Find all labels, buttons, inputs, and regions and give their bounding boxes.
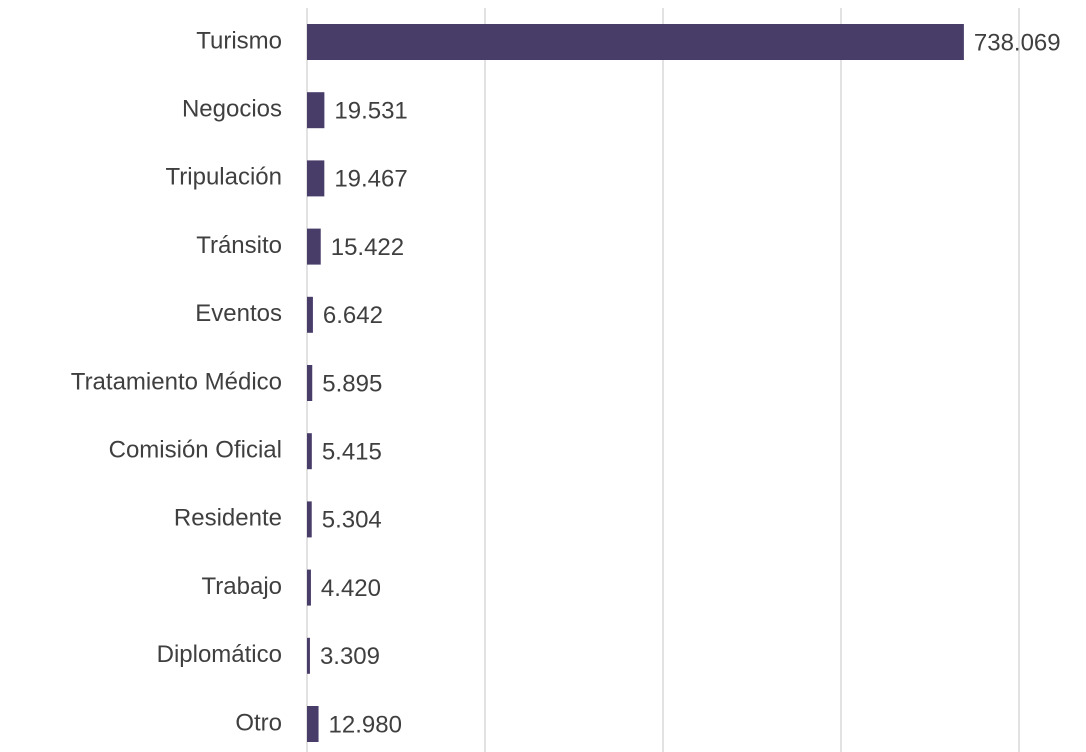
- bar: [307, 228, 321, 265]
- category-label: Eventos: [195, 300, 282, 327]
- value-label: 6.642: [323, 302, 383, 329]
- value-label: 5.895: [322, 370, 382, 397]
- category-label: Diplomático: [157, 641, 282, 668]
- value-label: 738.069: [974, 29, 1061, 56]
- value-label: 5.304: [322, 507, 382, 534]
- value-label: 12.980: [329, 711, 402, 738]
- category-label: Turismo: [196, 27, 282, 54]
- category-label: Tripulación: [166, 164, 283, 191]
- value-label: 3.309: [320, 643, 380, 670]
- value-label: 4.420: [321, 575, 381, 602]
- category-label: Trabajo: [202, 573, 282, 600]
- bar: [307, 706, 319, 742]
- bar: [307, 501, 312, 538]
- value-label: 19.467: [334, 166, 407, 193]
- category-label: Otro: [235, 709, 282, 736]
- value-label: 15.422: [331, 234, 404, 261]
- bar: [307, 24, 964, 60]
- bar: [307, 433, 312, 470]
- category-label: Comisión Oficial: [109, 437, 282, 464]
- value-label: 5.415: [322, 439, 382, 466]
- category-label: Residente: [174, 505, 282, 532]
- bar: [307, 637, 310, 674]
- category-label: Negocios: [182, 96, 282, 123]
- category-label: Tránsito: [196, 232, 282, 259]
- bar: [307, 160, 325, 197]
- value-label: 19.531: [334, 98, 407, 125]
- category-label: Tratamiento Médico: [71, 368, 282, 395]
- bar: [307, 296, 313, 333]
- bar: [307, 365, 313, 401]
- bar: [307, 569, 311, 606]
- bar: [307, 92, 325, 129]
